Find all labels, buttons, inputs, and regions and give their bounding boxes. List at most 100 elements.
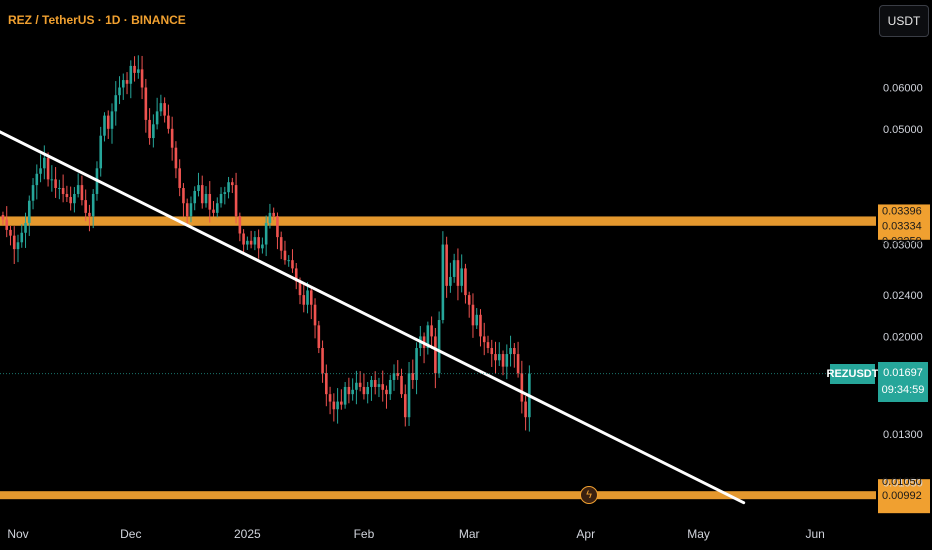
candle-body: [84, 200, 87, 213]
candle-body: [471, 304, 475, 326]
x-tick-label: Nov: [7, 527, 28, 541]
candle-body: [118, 87, 121, 96]
candle-body: [54, 179, 57, 189]
candle-body: [449, 276, 452, 286]
candle-body: [509, 348, 512, 355]
candle-body: [261, 244, 264, 249]
candle-body: [494, 354, 497, 361]
x-tick-label: Mar: [459, 527, 480, 541]
candle-body: [460, 268, 463, 286]
zone-label-box-2: [878, 479, 930, 514]
candle-body: [358, 382, 362, 387]
candle-body: [441, 244, 445, 321]
x-tick-label: May: [687, 527, 710, 541]
candle-body: [110, 111, 114, 129]
candle-body: [388, 379, 392, 395]
candle-body: [133, 65, 136, 73]
zone-label-box-1: [878, 204, 930, 240]
candle-body: [121, 80, 125, 88]
currency-button[interactable]: USDT: [879, 5, 929, 37]
candle-body: [144, 87, 148, 120]
candle-body: [524, 401, 527, 418]
candle-body: [185, 203, 189, 217]
candle-body: [223, 192, 227, 194]
candle-body: [291, 260, 294, 269]
candle-body: [219, 193, 223, 204]
candle-body: [467, 295, 471, 305]
zone-price-label: 0.00992: [882, 490, 922, 502]
last-price-badge: 0.01697 09:34:59: [878, 362, 928, 402]
candle-body: [148, 119, 151, 139]
candle-body: [328, 394, 332, 402]
candle-body: [212, 209, 215, 213]
candle-body: [27, 200, 31, 223]
last-price-value: 0.01697: [883, 367, 923, 379]
candle-body: [373, 379, 377, 387]
candle-body: [276, 216, 279, 238]
candle-body: [313, 304, 317, 326]
candle-body: [9, 229, 12, 236]
candle-body: [340, 401, 343, 405]
candle-body: [129, 65, 133, 84]
candle-body: [174, 147, 178, 169]
candle-body: [24, 222, 27, 233]
candle-body: [415, 348, 418, 380]
candle-body: [302, 295, 306, 305]
zone-price-label: 0.01050: [882, 476, 922, 488]
candle-body: [46, 157, 50, 180]
candle-body: [426, 325, 430, 349]
candle-body: [35, 173, 39, 186]
candle-body: [253, 237, 257, 245]
candle-body: [309, 290, 313, 305]
y-tick-label: 0.03000: [883, 240, 923, 252]
candle-body: [114, 95, 118, 112]
lightning-icon[interactable]: ϟ: [580, 486, 598, 504]
candle-body: [43, 157, 46, 169]
candle-body: [366, 386, 369, 395]
candle-body: [513, 348, 516, 355]
candle-body: [163, 103, 166, 116]
candle-body: [516, 354, 520, 374]
candle-body: [99, 135, 103, 169]
candle-body: [403, 394, 407, 418]
candle-body: [279, 237, 283, 251]
y-tick-label: 0.02400: [883, 290, 923, 302]
x-tick-label: Feb: [354, 527, 375, 541]
candle-body: [437, 320, 441, 374]
trendline: [0, 130, 746, 505]
candle-body: [407, 373, 411, 418]
candle-body: [193, 190, 197, 204]
candle-body: [12, 235, 16, 250]
zone-price-label: 0.03259: [882, 235, 922, 247]
candle-body: [76, 185, 80, 194]
candle-body: [434, 336, 437, 374]
candle-body: [321, 348, 324, 374]
candle-body: [31, 185, 35, 201]
candle-body: [227, 182, 230, 193]
candle-body: [264, 222, 268, 245]
candle-body: [501, 354, 505, 367]
candle-body: [61, 188, 65, 194]
x-tick-label: Jun: [805, 527, 824, 541]
candle-body: [125, 80, 129, 84]
candle-body: [197, 185, 200, 191]
candle-body: [272, 212, 275, 217]
candle-body: [103, 115, 106, 136]
candle-body: [80, 185, 84, 201]
candle-body: [351, 389, 354, 395]
candle-body: [347, 386, 351, 395]
candle-body: [392, 373, 396, 380]
candle-body: [332, 401, 336, 410]
candle-body: [377, 384, 381, 387]
candle-body: [215, 203, 219, 213]
candle-body: [452, 260, 456, 277]
candle-body: [88, 212, 91, 217]
y-tick-label: 0.05000: [883, 124, 923, 136]
y-tick-label: 0.01050: [883, 477, 923, 489]
horizontal-zone-1: [0, 216, 876, 226]
x-tick-label: Dec: [120, 527, 141, 541]
y-tick-label: 0.06000: [883, 83, 923, 95]
chart-title: REZ / TetherUS · 1D · BINANCE: [8, 13, 186, 27]
candle-body: [325, 373, 328, 395]
